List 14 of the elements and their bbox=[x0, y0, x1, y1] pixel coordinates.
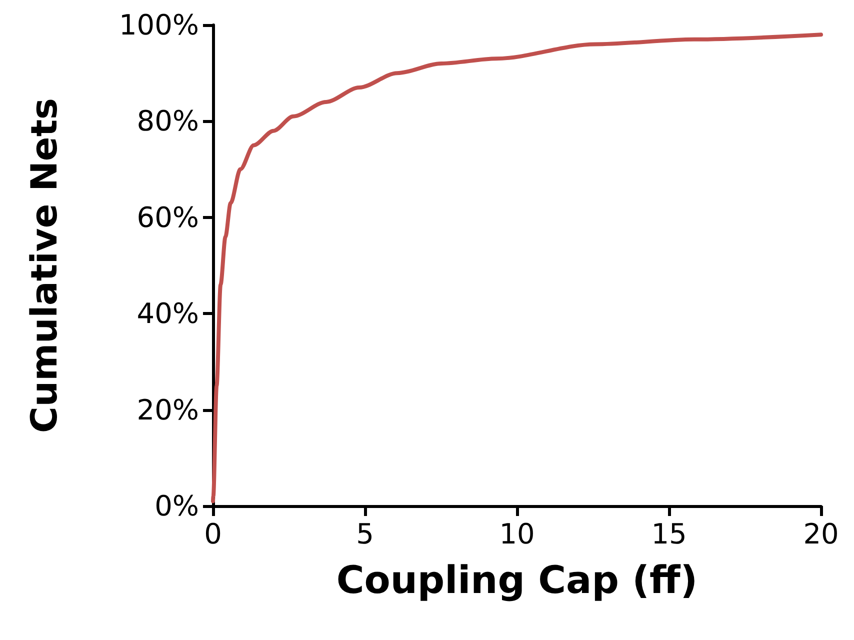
x-tick-label: 5 bbox=[356, 518, 374, 550]
y-tick-label: 0% bbox=[154, 490, 199, 522]
y-tick-label: 20% bbox=[136, 393, 199, 426]
x-axis-title: Coupling Cap (ff) bbox=[336, 558, 698, 602]
y-tick-label: 60% bbox=[136, 200, 199, 234]
x-tick-label: 20 bbox=[803, 518, 839, 550]
x-tick-label: 15 bbox=[651, 518, 687, 550]
y-axis-title: Cumulative Nets bbox=[24, 98, 66, 433]
y-tick-label: 40% bbox=[136, 297, 199, 330]
y-tick-label: 80% bbox=[136, 104, 199, 138]
y-tick-label: 100% bbox=[118, 8, 199, 42]
x-tick-label: 0 bbox=[204, 518, 222, 550]
line-series bbox=[211, 32, 823, 504]
x-tick-label: 10 bbox=[499, 518, 535, 550]
